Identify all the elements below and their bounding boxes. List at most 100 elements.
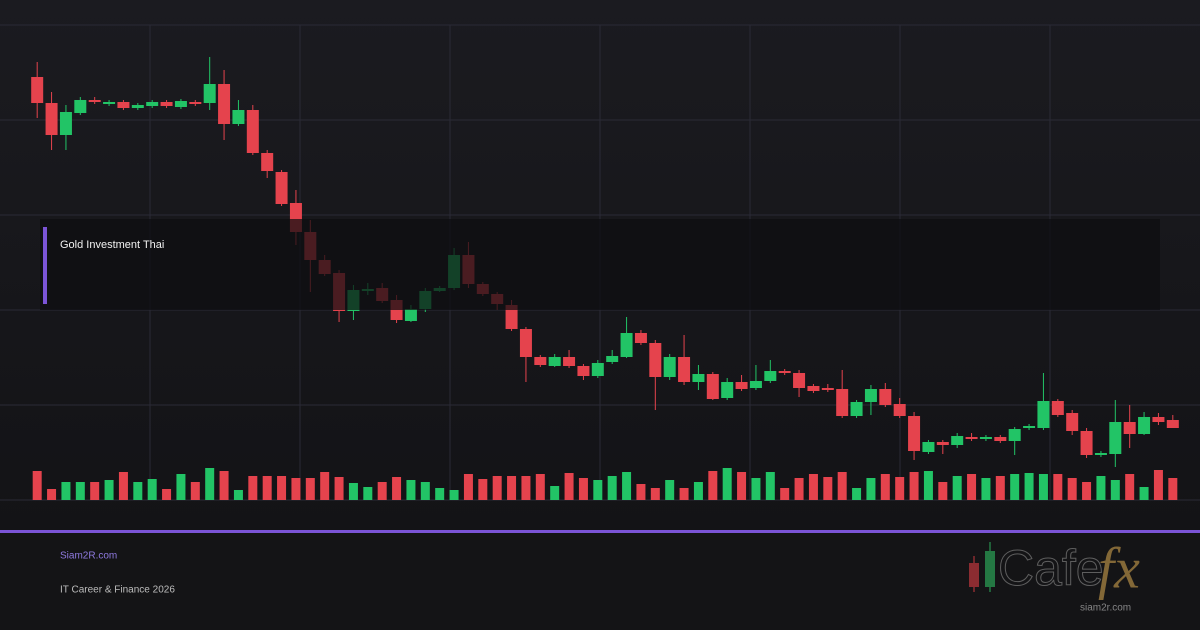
- candle-body: [1008, 429, 1021, 441]
- volume-bar: [320, 472, 330, 500]
- volume-bar: [765, 472, 775, 500]
- volume-bar: [348, 483, 358, 500]
- candle-body: [692, 374, 705, 382]
- candle-body: [936, 442, 949, 445]
- volume-bar: [952, 476, 962, 500]
- volume-bar: [334, 477, 344, 500]
- candle-body: [793, 373, 806, 388]
- volume-bar: [852, 488, 862, 500]
- volume-bar: [550, 486, 560, 500]
- volume-bar: [823, 477, 833, 500]
- candle-body: [778, 371, 791, 373]
- candle-body: [117, 102, 130, 108]
- volume-bar: [909, 472, 919, 500]
- candle-body: [951, 436, 964, 445]
- candle-body: [735, 382, 748, 389]
- volume-bar: [679, 488, 689, 500]
- overlay-label: Gold Investment Thai: [60, 239, 164, 251]
- volume-bar: [607, 476, 617, 500]
- candle-body: [160, 102, 173, 106]
- volume-bar: [47, 489, 57, 500]
- logo-mark: fx: [1098, 535, 1140, 600]
- logo-url: siam2r.com: [1080, 603, 1131, 614]
- candle-body: [649, 343, 662, 377]
- candle-body: [1023, 426, 1036, 428]
- volume-bar: [190, 482, 200, 500]
- volume-bar: [622, 472, 632, 500]
- candle-body: [1138, 417, 1151, 434]
- candle-body: [749, 381, 762, 388]
- candle-body: [45, 103, 58, 135]
- footer-background: [0, 533, 1200, 630]
- volume-bar: [1010, 474, 1020, 500]
- volume-bar: [708, 471, 718, 500]
- candle-body: [893, 404, 906, 416]
- volume-bar: [866, 478, 876, 500]
- volume-bar: [593, 480, 603, 500]
- candle-body: [189, 102, 202, 104]
- volume-bar: [1110, 480, 1120, 500]
- volume-bar: [420, 482, 430, 500]
- volume-bar: [578, 478, 588, 500]
- candle-body: [548, 357, 561, 366]
- volume-bar: [923, 471, 933, 500]
- candle-body: [908, 416, 921, 451]
- volume-bar: [262, 476, 272, 500]
- volume-bar: [981, 478, 991, 500]
- volume-bar: [133, 482, 143, 500]
- volume-bar: [305, 478, 315, 500]
- candle-body: [1094, 453, 1107, 455]
- volume-bar: [535, 474, 545, 500]
- volume-bar: [478, 479, 488, 500]
- logo-candle: [985, 551, 995, 587]
- volume-bar: [895, 477, 905, 500]
- candle-body: [994, 437, 1007, 441]
- candle-body: [807, 386, 820, 391]
- candle-body: [1051, 401, 1064, 415]
- candle-body: [577, 366, 590, 376]
- volume-bar: [780, 488, 790, 500]
- candle-body: [706, 374, 719, 399]
- logo-candle: [969, 563, 979, 587]
- candle-body: [864, 389, 877, 402]
- volume-bar: [147, 479, 157, 500]
- candle-body: [519, 329, 532, 357]
- volume-bar: [1024, 473, 1034, 500]
- volume-bar: [794, 478, 804, 500]
- volume-bar: [507, 476, 517, 500]
- volume-bar: [435, 488, 445, 500]
- volume-bar: [291, 478, 301, 500]
- candle-body: [764, 371, 777, 381]
- volume-bar: [449, 490, 459, 500]
- plot-area: [31, 57, 1179, 500]
- candle-body: [1037, 401, 1050, 428]
- candle-body: [404, 309, 417, 321]
- volume-bar: [377, 482, 387, 500]
- candle-body: [965, 437, 978, 439]
- volume-bar: [32, 471, 42, 500]
- volume-bar: [162, 489, 172, 500]
- volume-bar: [693, 482, 703, 500]
- candle-body: [31, 77, 44, 103]
- volume-bar: [104, 480, 114, 500]
- volume-bar: [837, 472, 847, 500]
- volume-bar: [1125, 474, 1135, 500]
- candle-body: [275, 172, 288, 204]
- overlay-accent: [43, 227, 47, 304]
- footer-site: Siam2R.com: [60, 551, 117, 562]
- candle-body: [218, 84, 231, 124]
- candle-body: [146, 102, 159, 106]
- candle-body: [879, 389, 892, 405]
- volume-bar: [722, 468, 732, 500]
- candle-body: [606, 356, 619, 362]
- volume-bar: [363, 487, 373, 500]
- candle-body: [1109, 422, 1122, 454]
- volume-bar: [1067, 478, 1077, 500]
- volume-bar: [636, 484, 646, 500]
- overlay-panel: Gold Investment Thai: [40, 219, 1160, 310]
- candle-body: [88, 100, 101, 102]
- candle-body: [836, 389, 849, 416]
- volume-bar: [995, 476, 1005, 500]
